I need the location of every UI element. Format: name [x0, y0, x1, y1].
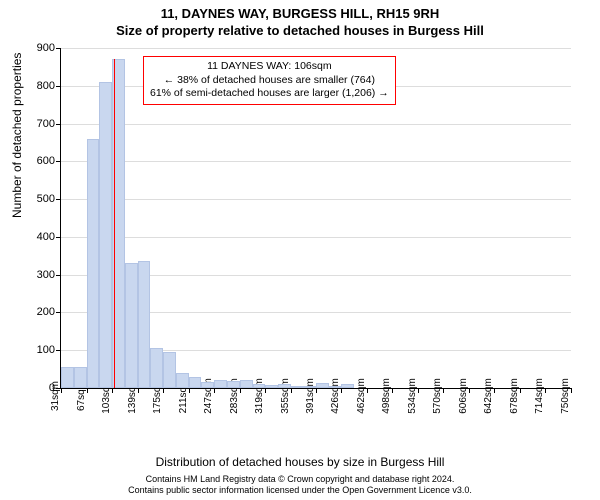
- x-tick-mark: [214, 388, 215, 393]
- annotation-line2: ← 38% of detached houses are smaller (76…: [150, 74, 389, 88]
- histogram-bar: [291, 386, 304, 388]
- x-tick-label: 606sqm: [458, 378, 469, 414]
- histogram-bar: [316, 383, 329, 388]
- y-tick-label: 400: [21, 231, 55, 243]
- histogram-bar: [99, 82, 112, 388]
- histogram-bar: [278, 384, 291, 388]
- footer-line-2: Contains public sector information licen…: [0, 485, 600, 496]
- y-tick-label: 100: [21, 344, 55, 356]
- histogram-bar: [150, 348, 163, 388]
- y-tick-label: 200: [21, 306, 55, 318]
- x-axis-label: Distribution of detached houses by size …: [0, 455, 600, 469]
- histogram-bar: [138, 261, 151, 388]
- y-tick-label: 800: [21, 80, 55, 92]
- x-tick-mark: [545, 388, 546, 393]
- chart-container: 11, DAYNES WAY, BURGESS HILL, RH15 9RH S…: [0, 0, 600, 500]
- histogram-bar: [253, 384, 266, 388]
- x-tick-label: 570sqm: [432, 378, 443, 414]
- y-tick-label: 700: [21, 118, 55, 130]
- x-tick-mark: [443, 388, 444, 393]
- x-tick-label: 391sqm: [305, 378, 316, 414]
- y-tick-label: 600: [21, 155, 55, 167]
- subject-marker-line: [114, 59, 115, 388]
- histogram-bar: [201, 382, 214, 388]
- histogram-bar: [227, 381, 240, 388]
- histogram-bar: [125, 263, 138, 388]
- y-tick-mark: [56, 350, 61, 351]
- histogram-bar: [74, 367, 87, 388]
- annotation-box: 11 DAYNES WAY: 106sqm← 38% of detached h…: [143, 56, 396, 105]
- footer-line-1: Contains HM Land Registry data © Crown c…: [0, 474, 600, 485]
- x-tick-mark: [163, 388, 164, 393]
- histogram-bar: [265, 385, 278, 388]
- y-gridline: [61, 161, 571, 162]
- y-tick-mark: [56, 161, 61, 162]
- histogram-bar: [163, 352, 176, 388]
- y-tick-mark: [56, 312, 61, 313]
- chart-footer: Contains HM Land Registry data © Crown c…: [0, 474, 600, 497]
- y-gridline: [61, 199, 571, 200]
- histogram-bar: [214, 380, 227, 388]
- y-gridline: [61, 237, 571, 238]
- y-tick-label: 500: [21, 193, 55, 205]
- histogram-bar: [329, 386, 342, 388]
- y-tick-mark: [56, 199, 61, 200]
- x-tick-mark: [265, 388, 266, 393]
- x-tick-label: 534sqm: [407, 378, 418, 414]
- x-tick-label: 426sqm: [330, 378, 341, 414]
- y-gridline: [61, 124, 571, 125]
- histogram-bar: [341, 384, 354, 388]
- histogram-bar: [61, 367, 74, 388]
- y-tick-label: 900: [21, 42, 55, 54]
- annotation-line1: 11 DAYNES WAY: 106sqm: [150, 60, 389, 74]
- x-tick-mark: [392, 388, 393, 393]
- x-tick-mark: [316, 388, 317, 393]
- x-tick-label: 31sqm: [50, 381, 61, 411]
- chart-title-sub: Size of property relative to detached ho…: [0, 21, 600, 38]
- chart-plot-area: 010020030040050060070080090031sqm67sqm10…: [60, 48, 571, 389]
- histogram-bar: [87, 139, 100, 388]
- x-tick-mark: [112, 388, 113, 393]
- x-tick-mark: [520, 388, 521, 393]
- x-tick-mark: [61, 388, 62, 393]
- chart-title-main: 11, DAYNES WAY, BURGESS HILL, RH15 9RH: [0, 0, 600, 21]
- histogram-bar: [240, 380, 253, 388]
- y-tick-mark: [56, 124, 61, 125]
- x-tick-label: 678sqm: [509, 378, 520, 414]
- histogram-bar: [304, 386, 317, 388]
- x-tick-mark: [494, 388, 495, 393]
- x-tick-label: 462sqm: [356, 378, 367, 414]
- y-tick-mark: [56, 275, 61, 276]
- x-tick-label: 498sqm: [381, 378, 392, 414]
- y-tick-mark: [56, 86, 61, 87]
- histogram-bar: [189, 377, 202, 388]
- y-tick-mark: [56, 48, 61, 49]
- annotation-line3: 61% of semi-detached houses are larger (…: [150, 87, 389, 101]
- x-tick-label: 714sqm: [534, 378, 545, 414]
- y-tick-label: 300: [21, 269, 55, 281]
- histogram-bar: [176, 373, 189, 388]
- x-tick-mark: [341, 388, 342, 393]
- y-tick-mark: [56, 237, 61, 238]
- x-tick-mark: [571, 388, 572, 393]
- x-tick-label: 750sqm: [560, 378, 571, 414]
- y-gridline: [61, 48, 571, 49]
- x-tick-label: 642sqm: [483, 378, 494, 414]
